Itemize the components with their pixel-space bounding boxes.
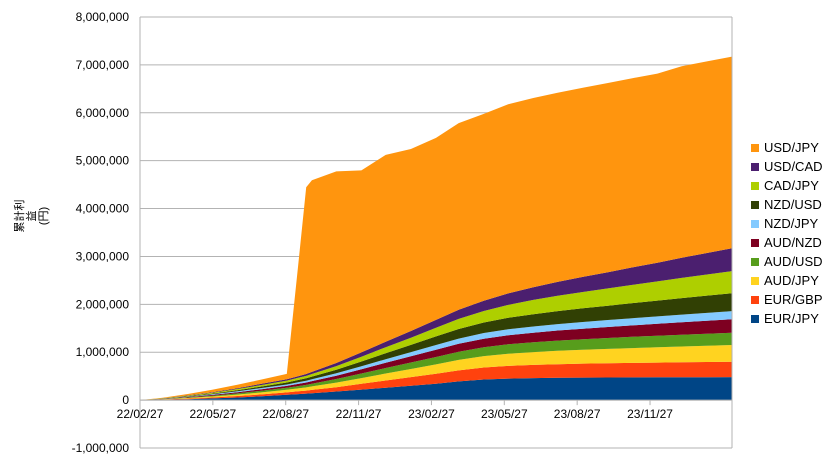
legend-label: NZD/JPY (764, 216, 819, 231)
area-usd-cad (140, 248, 732, 401)
y-tick-label: 1,000,000 (76, 345, 130, 359)
legend-item: AUD/USD (751, 252, 823, 271)
legend-swatch (751, 200, 759, 209)
y-tick-label: 5,000,000 (76, 154, 130, 168)
x-tick-label: 23/02/27 (408, 407, 455, 421)
area-nzd-jpy (140, 311, 732, 401)
x-tick-label: 22/02/27 (117, 407, 164, 421)
x-tick-label: 22/08/27 (262, 407, 309, 421)
y-tick-label: 3,000,000 (76, 249, 130, 263)
legend-item: NZD/JPY (751, 214, 823, 233)
y-tick-label: -1,000,000 (72, 441, 130, 455)
legend-label: CAD/JPY (764, 178, 819, 193)
area-aud-usd (140, 332, 732, 401)
legend-swatch (751, 181, 759, 190)
legend-swatch (751, 314, 759, 323)
legend-item: EUR/GBP (751, 290, 823, 309)
area-aud-jpy (140, 345, 732, 401)
y-tick-label: 4,000,000 (76, 202, 130, 216)
legend-item: USD/JPY (751, 138, 823, 157)
area-nzd-usd (140, 293, 732, 401)
x-tick-label: 22/11/27 (336, 407, 382, 421)
area-eur-jpy (140, 377, 732, 401)
legend-item: NZD/USD (751, 195, 823, 214)
y-tick-label: 0 (122, 393, 129, 407)
legend-item: AUD/NZD (751, 233, 823, 252)
legend-label: AUD/USD (764, 254, 823, 269)
legend: USD/JPY USD/CAD CAD/JPY NZD/USD NZD/JPY AUD/N… (751, 138, 823, 328)
legend-swatch (751, 219, 759, 228)
x-tick-label: 23/05/27 (481, 407, 528, 421)
x-tick-label: 23/08/27 (554, 407, 601, 421)
y-axis-label-line: 累計利益 (14, 199, 38, 233)
legend-swatch (751, 238, 759, 247)
legend-label: NZD/USD (764, 197, 822, 212)
legend-item: USD/CAD (751, 157, 823, 176)
y-tick-labels: -1,000,000 0 1,000,000 2,000,000 3,000,000 4,… (72, 10, 130, 455)
y-axis-label: 累計利益 (円) (14, 198, 50, 234)
y-tick-label: 8,000,000 (76, 10, 130, 24)
y-tick-label: 7,000,000 (76, 58, 130, 72)
legend-swatch (751, 143, 759, 152)
area-series-group (140, 56, 732, 401)
area-eur-gbp (140, 361, 732, 401)
legend-label: USD/JPY (764, 140, 819, 155)
legend-swatch (751, 162, 759, 171)
x-tick-label: 23/11/27 (627, 407, 673, 421)
y-axis-label-line: (円) (38, 206, 50, 226)
legend-item: EUR/JPY (751, 309, 823, 328)
legend-label: EUR/GBP (764, 292, 823, 307)
legend-swatch (751, 295, 759, 304)
legend-item: CAD/JPY (751, 176, 823, 195)
y-tick-label: 2,000,000 (76, 297, 130, 311)
area-cad-jpy (140, 271, 732, 401)
legend-item: AUD/JPY (751, 271, 823, 290)
area-usd-jpy (140, 56, 732, 401)
legend-label: AUD/NZD (764, 235, 822, 250)
legend-label: AUD/JPY (764, 273, 819, 288)
legend-swatch (751, 257, 759, 266)
area-aud-nzd (140, 319, 732, 401)
axes (139, 17, 733, 448)
y-tick-label: 6,000,000 (76, 106, 130, 120)
legend-label: EUR/JPY (764, 311, 819, 326)
legend-label: USD/CAD (764, 159, 823, 174)
x-tick-label: 22/05/27 (190, 407, 237, 421)
x-tick-labels: 22/02/27 22/05/27 22/08/27 22/11/27 23/02/27… (117, 407, 674, 421)
legend-swatch (751, 276, 759, 285)
